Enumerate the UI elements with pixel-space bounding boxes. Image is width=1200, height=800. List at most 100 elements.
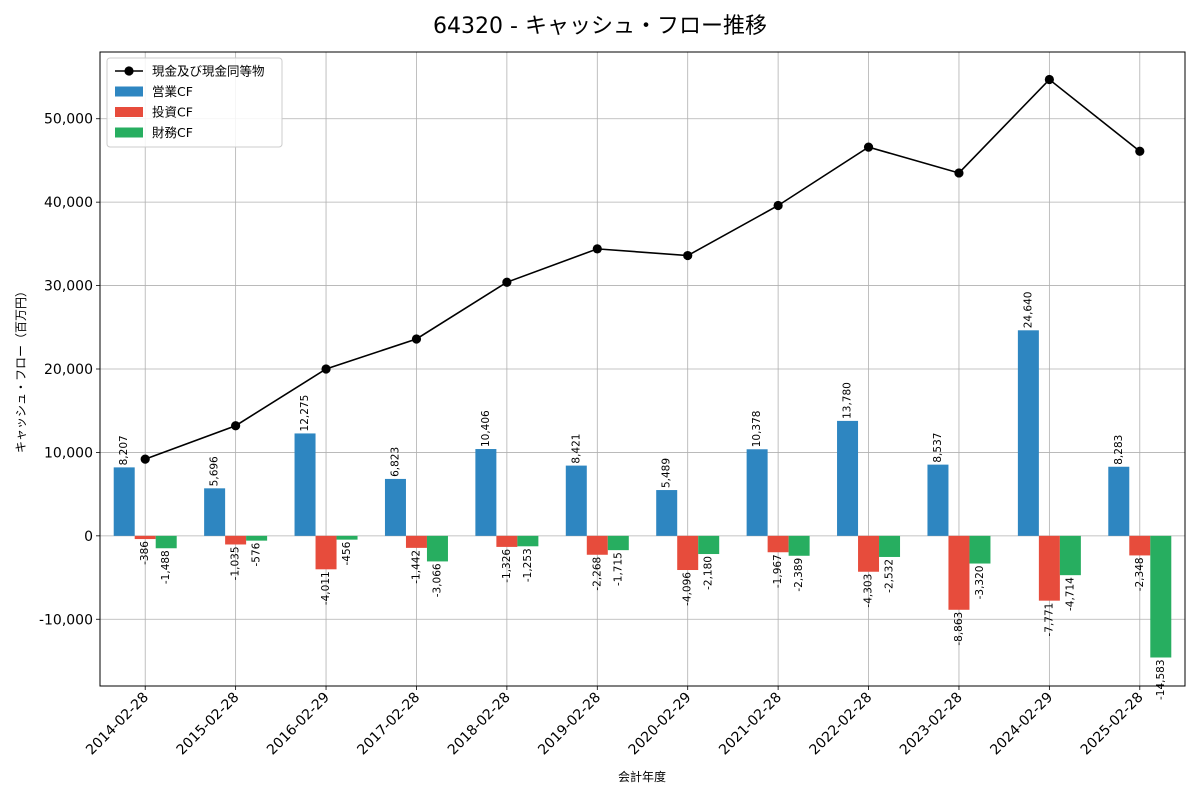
bar-営業CF: [837, 420, 859, 536]
bar-value-label: 12,275: [299, 395, 311, 432]
chart-title: 64320 - キャッシュ・フロー推移: [433, 14, 767, 39]
cash-line-point: [231, 421, 241, 431]
bar-営業CF: [927, 464, 949, 536]
bar-value-label: 24,640: [1022, 292, 1034, 329]
bar-value-label: 5,489: [661, 458, 673, 488]
bar-財務CF: [788, 535, 810, 556]
bar-value-label: -576: [251, 542, 263, 566]
bar-value-label: -2,348: [1134, 557, 1146, 591]
bar-value-label: -2,268: [591, 557, 603, 591]
bar-投資CF: [677, 535, 699, 571]
bar-value-label: -2,180: [703, 556, 715, 590]
bar-財務CF: [246, 535, 268, 541]
bar-value-label: -7,771: [1043, 603, 1055, 637]
legend-label: 財務CF: [152, 125, 193, 140]
cash-line-point: [321, 364, 331, 374]
cash-line-point: [1135, 146, 1145, 156]
bar-value-label: -456: [341, 541, 353, 565]
bar-営業CF: [113, 467, 135, 536]
x-axis-label: 会計年度: [618, 769, 666, 784]
cash-line-point: [592, 244, 602, 254]
bar-value-label: -3,066: [431, 563, 443, 597]
legend-label: 投資CF: [152, 105, 193, 120]
bar-value-label: 8,283: [1113, 435, 1125, 465]
bar-営業CF: [204, 488, 226, 536]
bar-営業CF: [656, 490, 678, 536]
bar-value-label: -2,389: [793, 558, 805, 592]
bar-value-label: -1,442: [410, 550, 422, 584]
y-tick-label: -10,000: [39, 612, 93, 628]
bar-value-label: -4,714: [1064, 577, 1076, 611]
y-axis-ticks: -10,000 0 10,000 20,000 30,000 40,000 50,000: [39, 112, 100, 628]
legend-bar-swatch: [115, 127, 143, 138]
cash-line-point: [140, 454, 150, 464]
bar-営業CF: [384, 478, 406, 536]
bar-value-label: 10,406: [480, 410, 492, 447]
y-tick-label: 50,000: [44, 112, 93, 128]
bar-財務CF: [155, 535, 177, 549]
bar-value-label: -14,583: [1155, 659, 1167, 700]
cash-line-point: [773, 200, 783, 211]
bar-投資CF: [405, 535, 427, 548]
bar-value-label: -1,326: [501, 549, 513, 583]
bar-投資CF: [496, 535, 518, 547]
bar-投資CF: [134, 535, 156, 540]
bar-value-label: -1,253: [522, 548, 534, 582]
y-tick-label: 40,000: [44, 195, 93, 211]
cash-line-path: [144, 78, 1141, 460]
cash-line-point: [1044, 74, 1054, 85]
bar-財務CF: [517, 535, 539, 547]
bar-投資CF: [767, 535, 789, 553]
bar-value-label: -4,096: [682, 572, 694, 606]
bar-value-label: -4,011: [320, 571, 332, 605]
bar-営業CF: [746, 449, 768, 536]
y-tick-label: 10,000: [44, 445, 93, 461]
bar-投資CF: [948, 535, 970, 610]
bar-value-label: -1,715: [612, 552, 624, 586]
bars: [113, 330, 1172, 658]
bar-value-label: 6,823: [389, 447, 401, 477]
bar-財務CF: [336, 535, 358, 540]
legend-box: [106, 57, 283, 148]
bar-営業CF: [475, 449, 497, 536]
bar-value-label: 13,780: [842, 382, 854, 419]
legend-line-marker: [124, 66, 134, 76]
legend-bar-swatch: [115, 107, 143, 117]
bar-財務CF: [879, 535, 901, 557]
bar-財務CF: [1059, 535, 1081, 576]
bar-財務CF: [698, 535, 720, 555]
bar-投資CF: [315, 535, 337, 570]
bar-value-label: 5,696: [209, 456, 221, 486]
bar-value-label: -1,035: [230, 546, 242, 580]
bar-営業CF: [1017, 330, 1039, 536]
bar-value-label: 10,378: [751, 411, 763, 448]
cash-line-point: [683, 250, 693, 261]
y-tick-label: 30,000: [44, 279, 93, 295]
y-axis-label: キャッシュ・フロー（百万円）: [14, 285, 28, 453]
bar-投資CF: [858, 535, 880, 572]
cash-line-point: [502, 277, 512, 287]
bar-投資CF: [1129, 535, 1151, 556]
bar-営業CF: [565, 465, 587, 536]
legend-label: 現金及び現金同等物: [152, 64, 265, 79]
y-tick-label: 0: [84, 529, 93, 545]
bar-財務CF: [1150, 535, 1172, 658]
bar-value-label: 8,207: [118, 435, 130, 465]
bar-value-label: -4,303: [863, 574, 875, 608]
bar-value-label: -1,488: [160, 550, 172, 584]
bar-投資CF: [586, 535, 608, 555]
bar-value-labels: 8,207 5,696 12,275 6,823 10,406 8,421 5,489 10,…: [118, 292, 1167, 700]
cash-line-point: [954, 168, 964, 178]
cash-line-point: [411, 334, 422, 344]
legend-bar-swatch: [115, 86, 143, 97]
bar-営業CF: [294, 433, 316, 536]
bar-value-label: -8,863: [953, 612, 965, 646]
cash-line-point: [863, 142, 874, 152]
legend-label: 営業CF: [152, 84, 193, 99]
bar-value-label: -386: [139, 541, 151, 565]
bar-財務CF: [426, 535, 448, 562]
bar-value-label: -3,320: [974, 566, 986, 600]
bar-営業CF: [1108, 466, 1130, 536]
